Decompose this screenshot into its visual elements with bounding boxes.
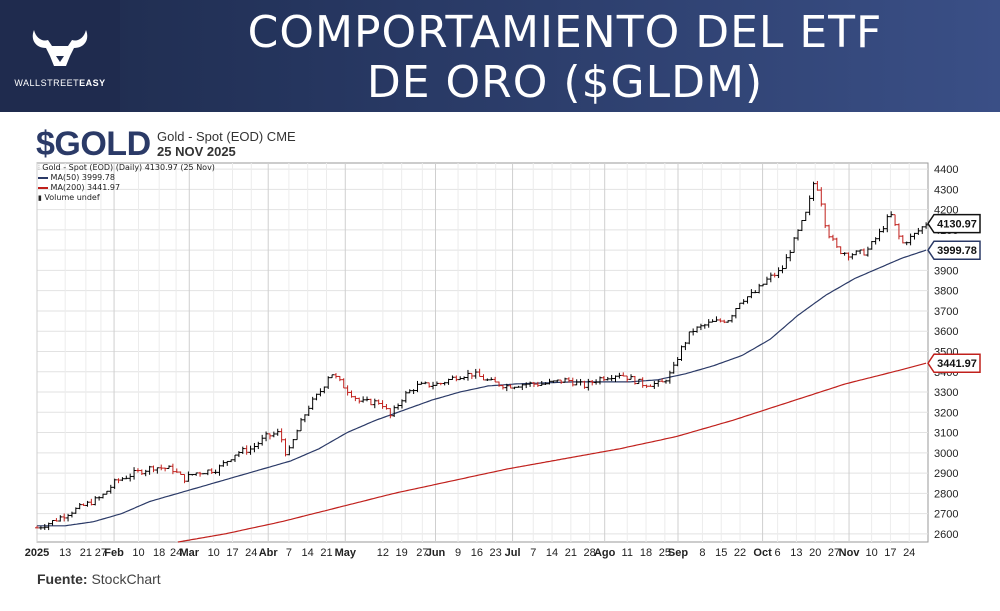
brand-logo[interactable]: WALLSTREETEASY	[0, 0, 120, 112]
last-price-tag-box	[927, 213, 981, 234]
x-tick-label: 27	[828, 547, 840, 559]
ma50-tag-text: 3999.78	[937, 245, 977, 257]
y-tick-label: 2900	[934, 468, 958, 480]
x-tick-label: 12	[377, 547, 389, 559]
x-tick-label: 27	[95, 547, 107, 559]
x-tick-label: 18	[640, 547, 652, 559]
banner-title-line1: COMPORTAMIENTO DEL ETF	[247, 7, 883, 58]
x-tick-label: 19	[396, 547, 408, 559]
x-tick-label: Jul	[505, 547, 521, 559]
x-tick-label: 6	[775, 547, 781, 559]
banner-title: COMPORTAMIENTO DEL ETF DE ORO ($GLDM)	[150, 8, 980, 108]
last-price-tag: 4130.97	[927, 213, 981, 234]
x-tick-label: 2025	[25, 547, 49, 559]
ma50-line	[37, 249, 927, 527]
x-tick-label: 13	[790, 547, 802, 559]
x-tick-label: May	[335, 547, 357, 559]
x-tick-label: 27	[416, 547, 428, 559]
y-tick-label: 3300	[934, 387, 958, 399]
y-tick-label: 4300	[934, 184, 958, 196]
x-tick-label: Feb	[104, 547, 124, 559]
x-tick-label: Nov	[839, 547, 861, 559]
ma200-tag: 3441.97	[927, 353, 981, 373]
x-tick-label: 14	[302, 547, 314, 559]
x-tick-label: 24	[245, 547, 257, 559]
instrument-name: Gold - Spot (EOD) CME	[157, 129, 296, 144]
y-tick-label: 3600	[934, 326, 958, 338]
x-tick-label: 20	[809, 547, 821, 559]
banner: WALLSTREETEASY COMPORTAMIENTO DEL ETF DE…	[0, 0, 1000, 112]
y-tick-label: 3000	[934, 448, 958, 460]
banner-title-line2: DE ORO ($GLDM)	[366, 57, 764, 108]
chart-date: 25 NOV 2025	[157, 144, 236, 159]
y-tick-label: 2600	[934, 529, 958, 541]
x-tick-label: 16	[471, 547, 483, 559]
plot-area	[36, 162, 929, 543]
x-tick-label: 10	[132, 547, 144, 559]
y-tick-label: 3200	[934, 407, 958, 419]
legend-volume: ▮ Volume undef	[38, 193, 100, 202]
x-tick-label: 15	[715, 547, 727, 559]
ma50-tag-box	[927, 240, 981, 260]
legend-ma200: MA(200) 3441.97	[38, 183, 215, 193]
ma200-line	[177, 362, 927, 543]
x-tick-label: 22	[734, 547, 746, 559]
x-tick-label: 9	[455, 547, 461, 559]
legend-ma50: MA(50) 3999.78	[38, 173, 215, 183]
ticker-symbol: $GOLD	[36, 125, 151, 163]
x-tick-label: Oct	[753, 547, 772, 559]
y-tick-label: 2700	[934, 509, 958, 521]
x-tick-label: 21	[320, 547, 332, 559]
x-tick-label: 11	[622, 547, 633, 559]
y-tick-label: 3100	[934, 428, 958, 440]
x-tick-label: 13	[59, 547, 71, 559]
y-tick-label: 3800	[934, 286, 958, 298]
x-tick-label: 7	[286, 547, 292, 559]
legend-price: ⫶ Gold - Spot (EOD) (Daily) 4130.97 (25 …	[38, 163, 215, 172]
x-tick-label: Jun	[426, 547, 446, 559]
x-tick-label: Mar	[179, 547, 199, 559]
x-tick-label: 21	[565, 547, 577, 559]
source-note: Fuente: StockChart	[37, 571, 161, 587]
x-tick-label: 10	[208, 547, 220, 559]
y-tick-label: 2800	[934, 488, 958, 500]
x-tick-label: 7	[530, 547, 536, 559]
x-tick-label: 10	[865, 547, 877, 559]
chart-subtitle: Gold - Spot (EOD) CME 25 NOV 2025	[157, 129, 296, 159]
y-tick-label: 3900	[934, 265, 958, 277]
x-tick-label: 24	[170, 547, 182, 559]
bull-icon	[32, 30, 88, 66]
x-tick-label: 14	[546, 547, 558, 559]
last-price-tag-text: 4130.97	[937, 219, 977, 231]
x-tick-label: 23	[490, 547, 502, 559]
y-tick-label: 4200	[934, 205, 958, 217]
x-tick-label: Abr	[259, 547, 279, 559]
x-tick-label: Ago	[594, 547, 616, 559]
x-tick-label: Sep	[668, 547, 688, 559]
y-tick-label: 3700	[934, 306, 958, 318]
x-tick-label: 28	[584, 547, 596, 559]
x-tick-label: 24	[903, 547, 915, 559]
brand-name: WALLSTREETEASY	[14, 78, 106, 88]
x-tick-label: 25	[659, 547, 671, 559]
x-tick-label: 17	[226, 547, 238, 559]
x-tick-label: 21	[80, 547, 92, 559]
x-tick-label: 17	[884, 547, 896, 559]
ma200-tag-text: 3441.97	[937, 358, 977, 370]
ma200-tag-box	[927, 353, 981, 373]
x-tick-label: 18	[153, 547, 165, 559]
y-tick-label: 4400	[934, 164, 958, 176]
chart-legend: ⫶ Gold - Spot (EOD) (Daily) 4130.97 (25 …	[38, 163, 215, 203]
x-tick-label: 8	[699, 547, 705, 559]
ma50-tag: 3999.78	[927, 240, 981, 260]
